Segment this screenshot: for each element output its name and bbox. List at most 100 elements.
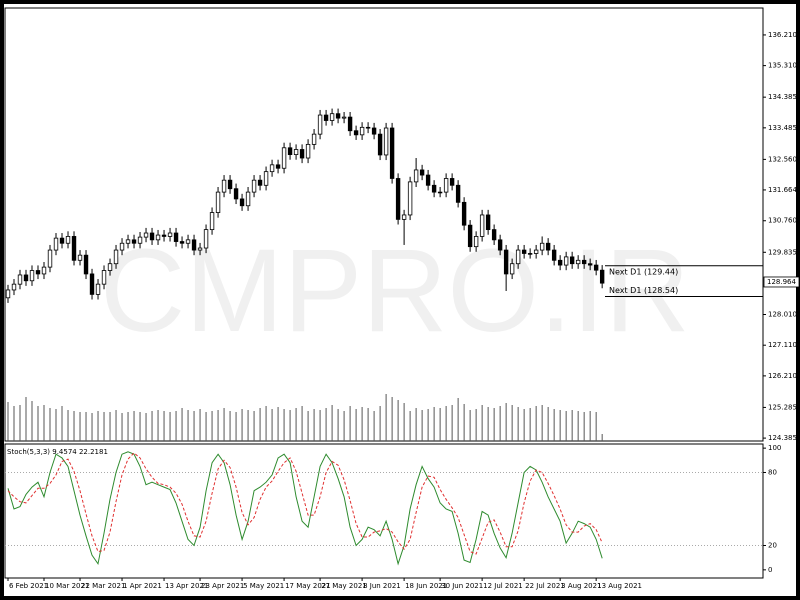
x-tick-label: 18 Jun 2021 [405, 582, 447, 590]
x-tick-label: 27 May 2021 [321, 582, 367, 590]
candle-body [263, 171, 269, 186]
candle-body [443, 178, 449, 193]
candle-body [137, 236, 143, 244]
candle-body [323, 114, 329, 121]
x-tick-label: 17 May 2021 [285, 582, 331, 590]
candle-body [299, 149, 305, 159]
candle-body [581, 259, 587, 265]
stoch-panel-frame [4, 443, 764, 579]
x-tick-label: 5 May 2021 [243, 582, 284, 590]
candle-body [497, 239, 503, 251]
stoch-line [7, 451, 603, 566]
candle-body [113, 249, 119, 265]
candle-body [59, 237, 65, 244]
candle-body [371, 127, 377, 135]
candle-body [275, 164, 281, 169]
y-tick-label: 124.385 [768, 434, 797, 442]
candle-body [479, 214, 485, 237]
y-tick-label: 132.560 [768, 155, 797, 163]
candle-body [107, 263, 113, 271]
candle-body [227, 179, 233, 190]
candle-body [155, 234, 161, 241]
candle-body [245, 191, 251, 207]
y-tick-label: 130.760 [768, 217, 797, 225]
candle-body [431, 184, 437, 193]
candle-body [191, 239, 197, 251]
candle-body [545, 242, 551, 251]
candle-body [317, 114, 323, 135]
candle-body [473, 236, 479, 248]
y-tick-label: 128.010 [768, 311, 797, 319]
x-tick-label: 1 Apr 2021 [123, 582, 162, 590]
candle-body [335, 113, 341, 119]
candle-body [23, 274, 29, 282]
y-tick-label: 129.835 [768, 248, 797, 256]
candle-body [407, 181, 413, 216]
candle-body [329, 113, 335, 121]
candle-body [413, 169, 419, 183]
candle-body [35, 270, 41, 275]
candle-body [83, 254, 89, 275]
candle-body [119, 242, 125, 251]
x-tick-label: 12 Jul 2021 [483, 582, 523, 590]
x-tick-label: 30 Jun 2021 [441, 582, 483, 590]
candle-body [593, 264, 599, 271]
y-tick-label: 126.210 [768, 372, 797, 380]
candle-body [293, 149, 299, 156]
candle-body [179, 241, 185, 244]
x-tick-label: 13 Apr 2021 [165, 582, 208, 590]
candle-body [509, 263, 515, 275]
candle-body [449, 178, 455, 186]
candle-body [359, 126, 365, 136]
y-tick-label: 133.485 [768, 124, 797, 132]
candle-body [503, 249, 509, 275]
candle-body [29, 270, 35, 282]
candle-body [383, 127, 389, 156]
candle-body [53, 237, 59, 251]
x-tick-label: 23 Apr 2021 [201, 582, 244, 590]
candle-body [575, 259, 581, 265]
candle-body [425, 174, 431, 186]
candle-body [281, 147, 287, 169]
candle-body [461, 201, 467, 226]
candle-body [353, 130, 359, 136]
candle-body [221, 179, 227, 193]
candle-body [131, 239, 137, 244]
candle-body [587, 263, 593, 266]
x-tick-label: 22 Jul 2021 [525, 582, 565, 590]
candle-body [287, 147, 293, 156]
y-tick-label: 131.664 [768, 186, 797, 194]
y-tick-label: 127.110 [768, 341, 797, 349]
candle-body [17, 274, 23, 285]
y-tick-label: 134.385 [768, 93, 797, 101]
candle-body [533, 249, 539, 254]
candle-body [47, 249, 53, 268]
watermark: CMPRO.IR [100, 225, 690, 357]
candle-body [557, 259, 563, 266]
stoch-line [7, 452, 603, 555]
candle-body [521, 249, 527, 254]
candle-body [257, 179, 263, 186]
y-tick-label: 100 [768, 444, 781, 452]
chart-background [4, 4, 796, 596]
price-box [763, 276, 800, 288]
candle-body [569, 256, 575, 265]
main-panel-frame [4, 7, 764, 442]
level-label: Next D1 (128.54) [609, 286, 678, 295]
candle-body [167, 232, 173, 237]
candle-body [77, 254, 83, 261]
candle-body [173, 232, 179, 242]
x-tick-label: 8 Jun 2021 [363, 582, 401, 590]
candle-body [239, 198, 245, 207]
candle-body [341, 116, 347, 119]
indicator-label: Stoch(5,3,3) 9.4574 22.2181 [7, 448, 108, 456]
candle-body [5, 289, 11, 299]
candle-body [203, 229, 209, 249]
x-tick-label: 6 Feb 2021 [9, 582, 48, 590]
candle-body [233, 188, 239, 200]
candle-body [401, 214, 407, 220]
candle-body [491, 229, 497, 241]
candle-body [41, 266, 47, 275]
